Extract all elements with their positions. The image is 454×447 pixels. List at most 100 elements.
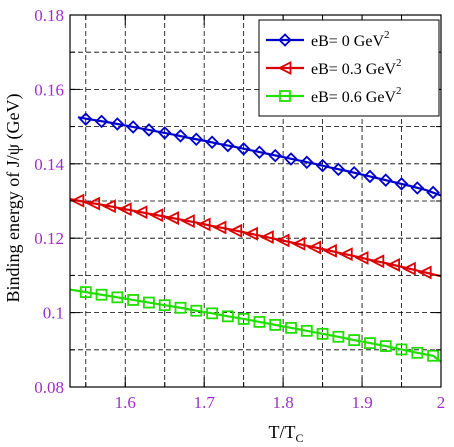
data-series <box>69 112 442 363</box>
diamond-marker <box>189 132 204 147</box>
square-marker <box>158 299 171 312</box>
legend-label: eB= 0.3 GeV2 <box>311 57 402 78</box>
triangle-marker <box>196 217 211 232</box>
x-axis-label-main: T/T <box>268 422 295 442</box>
legend-label-sup: 2 <box>396 57 402 69</box>
legend-label-sup: 2 <box>384 29 390 41</box>
triangle-marker <box>275 233 290 248</box>
square-marker <box>332 330 345 343</box>
triangle-marker <box>291 236 306 251</box>
diamond-marker <box>315 158 330 173</box>
x-tick-label: 1.6 <box>115 393 136 412</box>
triangle-marker <box>70 193 85 208</box>
square-marker <box>143 296 155 309</box>
legend-entry: eB= 0.6 GeV2 <box>266 85 402 106</box>
square-marker <box>285 321 297 334</box>
y-axis-label: Binding energy of J/ψ (GeV) <box>3 94 24 303</box>
diamond-marker <box>126 120 140 134</box>
square-marker <box>111 291 124 304</box>
tick-labels: 1.6 1.7 1.8 1.9 2 0.08 0.1 0.12 0.14 0.16 0.18 <box>34 6 445 412</box>
series-2 <box>69 286 442 363</box>
series-line <box>69 198 442 278</box>
legend-label-sup: 2 <box>396 85 402 97</box>
triangle-marker <box>165 211 180 226</box>
y-tick-label: 0.1 <box>43 304 64 323</box>
square-marker <box>237 313 250 325</box>
diamond-marker <box>278 33 292 47</box>
square-marker <box>379 340 392 352</box>
triangle-marker <box>244 226 258 241</box>
square-marker <box>221 310 234 323</box>
square-marker <box>269 318 282 331</box>
triangle-marker <box>228 223 243 238</box>
diamond-marker <box>236 142 251 156</box>
diamond-marker <box>363 169 377 184</box>
square-marker <box>427 349 440 362</box>
x-tick-label: 1.7 <box>194 393 216 412</box>
legend-label-main: eB= 0 GeV <box>311 33 384 50</box>
triangle-marker <box>117 202 132 217</box>
diamond-marker <box>347 165 361 180</box>
diamond-marker <box>110 117 125 131</box>
legend-label: eB= 0 GeV2 <box>311 29 390 50</box>
triangle-marker <box>133 205 148 220</box>
square-marker <box>411 346 424 359</box>
legend-label-main: eB= 0.6 GeV <box>311 89 396 106</box>
square-marker <box>279 90 291 102</box>
x-axis-label: T/TC <box>268 422 303 445</box>
diamond-marker <box>394 177 409 191</box>
triangle-marker <box>417 265 432 280</box>
triangle-marker <box>277 61 292 75</box>
square-marker <box>300 324 313 337</box>
triangle-marker <box>86 196 101 211</box>
square-marker <box>316 327 329 340</box>
square-marker <box>348 334 361 347</box>
diamond-marker <box>410 181 425 195</box>
triangle-marker <box>354 250 369 265</box>
triangle-marker <box>401 261 416 276</box>
series-1 <box>69 193 442 280</box>
triangle-marker <box>370 254 385 269</box>
diamond-marker <box>284 152 298 166</box>
diamond-marker <box>331 162 346 177</box>
diamond-marker <box>173 129 188 143</box>
triangle-marker <box>212 220 227 235</box>
square-marker <box>79 286 92 299</box>
y-tick-label: 0.12 <box>34 229 64 248</box>
triangle-marker <box>322 243 337 258</box>
square-marker <box>206 307 218 320</box>
legend-entry: eB= 0 GeV2 <box>266 29 390 50</box>
diamond-marker <box>79 112 93 126</box>
triangle-marker <box>149 208 164 223</box>
triangle-marker <box>180 214 195 229</box>
square-marker <box>364 337 376 350</box>
square-marker <box>395 343 408 356</box>
diamond-marker <box>426 185 440 200</box>
diamond-marker <box>94 114 109 129</box>
square-marker <box>95 288 108 301</box>
y-tick-label: 0.08 <box>34 378 64 397</box>
diamond-marker <box>300 155 314 170</box>
triangle-marker <box>307 240 322 255</box>
y-tick-label: 0.14 <box>34 155 64 174</box>
triangle-marker <box>386 258 401 272</box>
series-0 <box>77 112 442 200</box>
legend-label: eB= 0.6 GeV2 <box>311 85 402 106</box>
y-tick-label: 0.18 <box>34 6 64 25</box>
x-tick-label: 2 <box>437 393 446 412</box>
square-marker <box>174 301 187 314</box>
diamond-marker <box>268 148 283 163</box>
legend-entry: eB= 0.3 GeV2 <box>266 57 402 78</box>
y-tick-label: 0.16 <box>34 80 64 99</box>
square-marker <box>253 315 266 328</box>
diamond-marker <box>378 173 393 187</box>
series-line <box>69 288 442 363</box>
triangle-marker <box>338 247 353 262</box>
diamond-marker <box>205 135 219 149</box>
diamond-marker <box>157 126 172 140</box>
triangle-marker <box>259 230 274 245</box>
x-tick-label: 1.9 <box>351 393 372 412</box>
legend-label-main: eB= 0.3 GeV <box>311 61 396 78</box>
